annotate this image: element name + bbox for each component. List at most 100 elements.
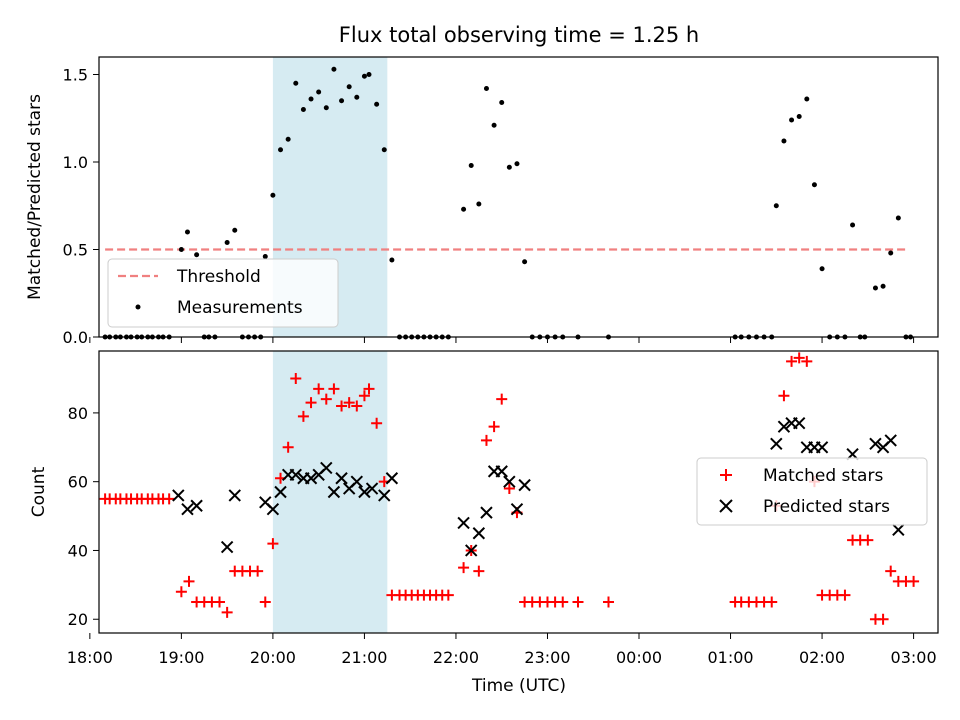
y-tick-label: 20 [68, 610, 88, 629]
predicted-star-point [220, 540, 234, 554]
bottom-y-axis-label: Count [29, 466, 49, 517]
measurement-point [184, 229, 190, 235]
predicted-star-point [335, 472, 348, 485]
predicted-star-point [770, 437, 783, 451]
measurement-point [293, 80, 299, 86]
matched-star-point [480, 434, 492, 446]
matched-star-point [313, 383, 325, 395]
predicted-star-point [274, 485, 287, 499]
top-y-ticks: 0.0 0.5 1.0 1.5 [63, 66, 99, 347]
top-panel: Flux total observing time = 1.25 h Match… [25, 23, 939, 347]
measurement-point [354, 94, 360, 100]
matched-star-point [214, 596, 226, 608]
measurement-point [773, 203, 779, 209]
predicted-star-point [327, 485, 341, 499]
predicted-star-point [358, 485, 371, 499]
matched-star-point [778, 390, 790, 402]
predicted-star-point [777, 420, 791, 433]
x-tick-label: 01:00 [707, 648, 753, 667]
predicted-star-point [518, 478, 531, 492]
matched-star-point [252, 565, 264, 577]
predicted-points [172, 417, 905, 557]
legend-measurements-label: Measurements [177, 298, 303, 318]
legend-frame [696, 457, 928, 526]
matched-star-point [305, 397, 317, 409]
measurement-point [308, 96, 314, 102]
matched-star-point [358, 390, 370, 402]
bottom-panel: Count Time (UTC) 20 40 60 80 18:00 19:00 20:0… [29, 350, 939, 696]
predicted-star-point [884, 434, 897, 447]
matched-star-point [183, 575, 195, 587]
x-tick-label: 18:00 [67, 648, 113, 667]
legend-predicted-swatch [719, 499, 733, 513]
x-tick-label: 19:00 [158, 648, 204, 667]
predicted-star-point [320, 461, 333, 475]
measurement-point [300, 107, 306, 112]
measurement-point [483, 86, 489, 91]
y-tick-label: 80 [68, 404, 88, 423]
measurement-point [468, 163, 474, 168]
matched-star-point [801, 355, 813, 367]
measurement-point [224, 240, 230, 245]
matched-star-point [572, 596, 584, 608]
top-legend: Threshold Measurements [107, 258, 339, 328]
bottom-legend: Matched stars Predicted stars [696, 457, 928, 526]
measurement-point [194, 252, 200, 258]
measurement-point [461, 206, 467, 212]
matched-star-point [793, 352, 805, 364]
measurement-point [522, 259, 528, 265]
measurement-point [499, 100, 505, 105]
matched-star-point [259, 596, 271, 608]
legend-matched-label: Matched stars [763, 466, 883, 486]
predicted-star-point [350, 475, 364, 488]
predicted-star-point [304, 472, 318, 485]
measurement-point [804, 96, 810, 102]
matched-star-point [473, 565, 485, 577]
matched-star-point [458, 562, 470, 574]
bottom-plot-frame [98, 350, 939, 634]
predicted-star-point [365, 482, 379, 495]
predicted-star-point [815, 441, 829, 454]
x-tick-label: 22:00 [433, 648, 479, 667]
matched-star-point [766, 596, 778, 608]
matched-star-point [351, 400, 363, 412]
predicted-star-point [385, 472, 399, 485]
measurement-point [491, 122, 497, 128]
matched-star-point [862, 534, 874, 546]
matched-star-point [885, 565, 897, 577]
matched-star-point [503, 483, 515, 495]
x-tick-label: 02:00 [799, 648, 845, 667]
bottom-highlight-span [272, 351, 388, 633]
chart-title: Flux total observing time = 1.25 h [339, 23, 699, 47]
top-y-axis-label: Matched/Predicted stars [25, 94, 45, 300]
matched-star-point [908, 575, 920, 587]
x-tick-label: 00:00 [616, 648, 662, 667]
matched-star-point [363, 383, 375, 395]
measurement-point [316, 89, 322, 95]
legend-predicted-label: Predicted stars [763, 497, 890, 517]
legend-matched-swatch [720, 469, 732, 481]
predicted-star-point [869, 437, 882, 451]
measurement-point [781, 138, 787, 144]
predicted-star-point [266, 502, 280, 516]
x-tick-label: 03:00 [891, 648, 937, 667]
measurement-point [339, 98, 345, 104]
measurement-point [819, 266, 825, 272]
matched-star-point [442, 589, 454, 601]
predicted-star-point [472, 527, 486, 540]
predicted-star-point [495, 465, 508, 478]
matched-star-point [320, 393, 332, 405]
legend-measurements-swatch [135, 304, 141, 310]
measurement-point [789, 117, 795, 123]
bottom-x-ticks: 18:00 19:00 20:00 21:00 22:00 23:00 00:00 01:00… [67, 633, 937, 667]
x-tick-label: 23:00 [524, 648, 570, 667]
matched-star-point [336, 400, 348, 412]
y-tick-label: 0.5 [63, 241, 88, 260]
predicted-star-point [510, 502, 524, 516]
predicted-star-point [480, 506, 493, 519]
bottom-y-ticks: 20 40 60 80 [68, 404, 99, 629]
predicted-star-point [457, 516, 470, 530]
measurement-point [506, 164, 512, 170]
matched-points [99, 352, 920, 625]
